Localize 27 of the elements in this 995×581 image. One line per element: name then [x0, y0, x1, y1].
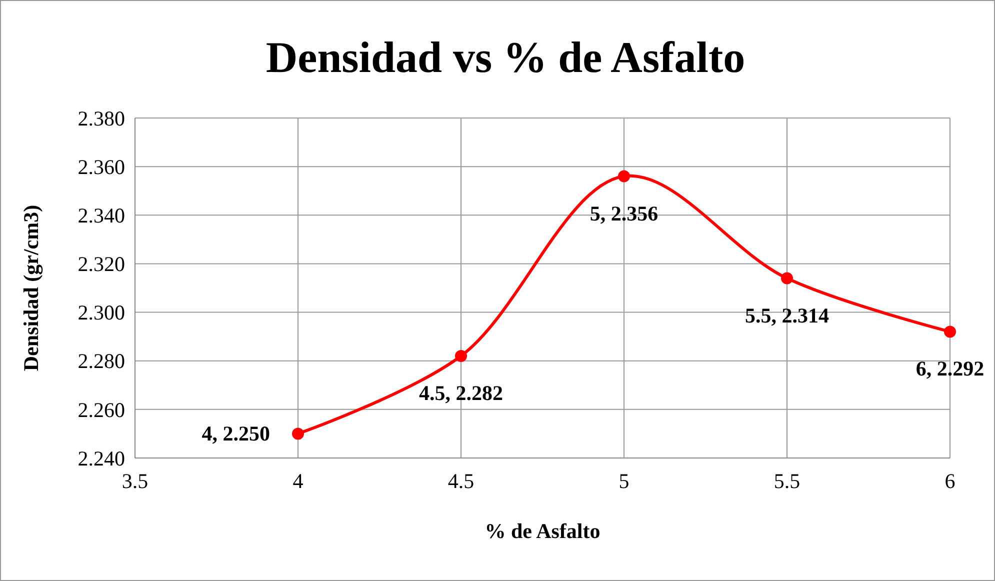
y-tick-label: 2.260	[78, 398, 125, 422]
data-label: 4, 2.250	[202, 422, 270, 446]
chart-title: Densidad vs % de Asfalto	[266, 33, 746, 82]
data-label: 5, 2.356	[590, 201, 658, 226]
x-tick-label: 6	[944, 469, 956, 493]
data-label: 4.5, 2.282	[419, 381, 503, 405]
y-tick-label: 2.300	[78, 300, 125, 325]
x-tick-label: 5	[618, 469, 630, 493]
y-tick-label: 2.280	[78, 349, 125, 374]
point	[455, 350, 467, 362]
y-axis-title: Densidad (gr/cm3)	[19, 204, 43, 372]
x-tick-label: 4.5	[448, 469, 474, 493]
point	[292, 428, 304, 440]
y-tick-label: 2.360	[78, 154, 125, 179]
y-tick-label: 2.380	[78, 106, 125, 130]
y-tick-label: 2.240	[78, 446, 125, 470]
x-axis-title: % de Asfalto	[484, 519, 600, 543]
point	[618, 170, 630, 182]
x-tick-label: 3.5	[122, 469, 148, 493]
point	[944, 326, 956, 338]
x-tick-label: 5.5	[774, 469, 800, 493]
point	[781, 272, 793, 284]
data-label: 5.5, 2.314	[745, 303, 830, 328]
y-tick-label: 2.320	[78, 252, 125, 276]
y-tick-label: 2.340	[78, 203, 125, 228]
x-tick-label: 4	[292, 469, 304, 493]
data-label: 6, 2.292	[916, 356, 984, 381]
